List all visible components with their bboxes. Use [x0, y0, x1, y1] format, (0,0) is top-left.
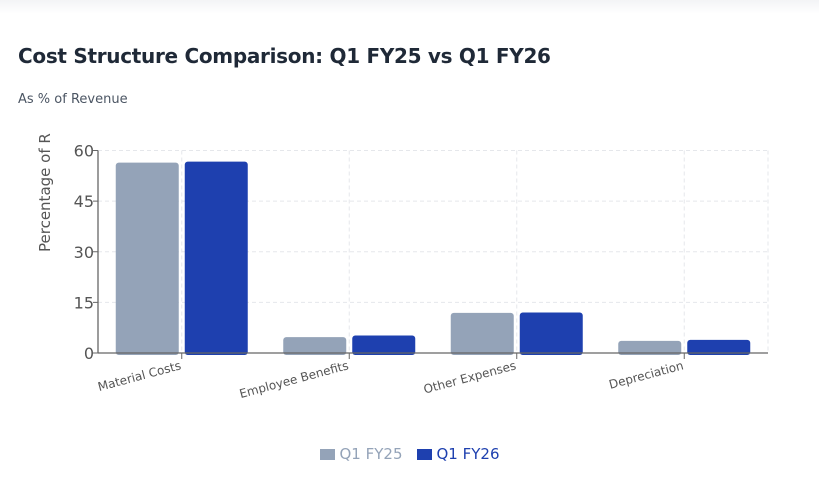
y-axis-label: Percentage of R [36, 133, 54, 252]
y-tick-label: 30 [74, 243, 94, 262]
bar-q1-fy25 [450, 312, 514, 355]
legend-swatch [416, 448, 432, 460]
bar-q1-fy26 [519, 312, 583, 355]
x-tick-label: Employee Benefits [238, 358, 350, 401]
bar-q1-fy25 [283, 337, 347, 355]
legend-label: Q1 FY25 [339, 445, 403, 463]
bar-q1-fy26 [184, 161, 248, 355]
y-tick-label: 45 [74, 192, 94, 211]
y-tick-label: 15 [74, 293, 94, 312]
bar-chart: Percentage of R 0 15 30 45 60 Material Costs E… [36, 133, 769, 401]
bar-q1-fy25 [115, 162, 179, 355]
bar-q1-fy26 [352, 335, 416, 355]
chart-title: Cost Structure Comparison: Q1 FY25 vs Q1… [18, 44, 551, 68]
top-bar [0, 0, 819, 14]
bar-q1-fy26 [687, 339, 751, 355]
x-tick-label: Depreciation [607, 358, 685, 391]
y-tick-label: 60 [74, 142, 94, 161]
y-tick-label: 0 [84, 344, 94, 363]
chart-subtitle: As % of Revenue [18, 92, 128, 107]
x-tick-label: Other Expenses [422, 358, 517, 396]
bar-q1-fy25 [618, 340, 682, 355]
legend: Q1 FY25 Q1 FY26 [0, 445, 819, 463]
legend-item-q1-fy26[interactable]: Q1 FY26 [416, 445, 500, 463]
x-tick-label: Material Costs [96, 358, 182, 394]
legend-label: Q1 FY26 [436, 445, 500, 463]
legend-item-q1-fy25[interactable]: Q1 FY25 [319, 445, 403, 463]
legend-swatch [319, 448, 335, 460]
